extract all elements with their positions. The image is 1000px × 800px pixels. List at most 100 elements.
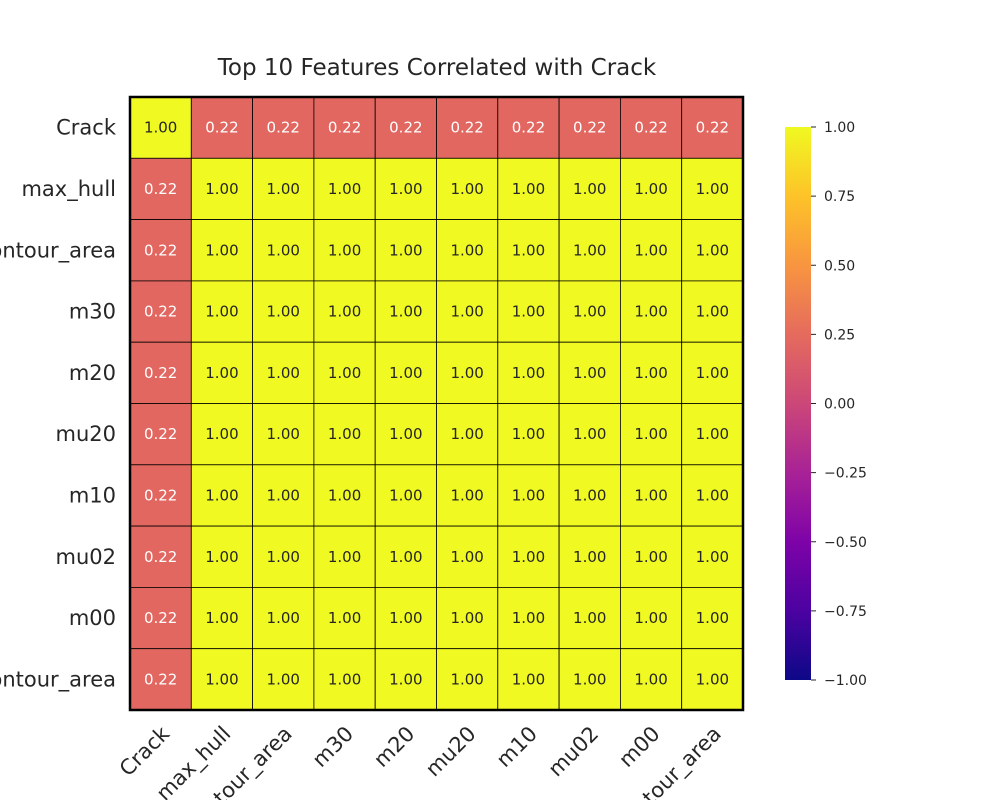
column-label: Crack [115, 721, 175, 781]
heatmap-cell-3-0 [129, 280, 192, 343]
cell-value-label: 1.00 [573, 548, 606, 566]
cell-value-label: 0.22 [144, 364, 177, 382]
heatmap-cell-7-4 [374, 525, 437, 588]
heatmap-cell-0-4 [374, 96, 437, 159]
colorbar-tick-label: 0.75 [824, 189, 855, 205]
cell-value-label: 1.00 [267, 303, 300, 321]
cell-value-label: 1.00 [634, 670, 667, 688]
cell-value-label: 1.00 [573, 303, 606, 321]
heatmap-cell-6-8 [620, 464, 683, 527]
cell-value-label: 0.22 [389, 119, 422, 137]
cell-value-label: 0.22 [573, 119, 606, 137]
column-label: mu02 [544, 722, 604, 782]
heatmap-border [128, 95, 745, 712]
row-label: m10 [69, 483, 116, 507]
cell-value-label: 1.00 [450, 180, 483, 198]
row-label: max_hull [21, 177, 116, 202]
cell-value-label: 1.00 [512, 486, 545, 504]
cell-value-label: 1.00 [512, 670, 545, 688]
cell-value-label: 1.00 [328, 486, 361, 504]
cell-value-label: 1.00 [696, 548, 729, 566]
row-label: mu20 [56, 422, 117, 446]
heatmap-cell-5-2 [252, 403, 315, 466]
row-labels: Crack max_hull contour_area m30 m20 mu20 m10 mu… [0, 116, 117, 693]
cell-value-label: 1.00 [696, 364, 729, 382]
heatmap-cell-4-6 [497, 341, 560, 404]
heatmap-cell-1-7 [558, 157, 621, 221]
cell-value-label: 1.00 [634, 548, 667, 566]
cell-value-label: 1.00 [328, 303, 361, 321]
cell-value-label: 1.00 [267, 180, 300, 198]
heatmap-cell-3-7 [558, 280, 621, 343]
cell-value-label: 1.00 [696, 180, 729, 198]
cell-value-label: 0.22 [144, 486, 177, 504]
cell-value-label: 1.00 [205, 303, 238, 321]
heatmap-cell-0-9 [681, 96, 744, 159]
heatmap-cell-1-1 [190, 157, 254, 221]
cell-value-label: 1.00 [573, 609, 606, 627]
heatmap-cell-8-6 [497, 587, 560, 650]
heatmap-cell-3-4 [374, 280, 437, 343]
column-label: m30 [308, 722, 358, 772]
cell-value-label: 1.00 [267, 609, 300, 627]
heatmap-cell-6-7 [558, 464, 621, 527]
cell-value-label: 1.00 [328, 425, 361, 443]
cell-value-label: 1.00 [512, 609, 545, 627]
cell-value-label: 1.00 [389, 303, 422, 321]
cell-value-label: 0.22 [512, 119, 545, 137]
colorbar: 1.00 0.75 0.50 0.25 0.00 −0.25 −0.50 −0.75 −1.00 [785, 120, 867, 689]
row-label: m00 [69, 606, 116, 630]
heatmap-cell-7-6 [497, 525, 560, 588]
heatmap-cell-2-1 [190, 219, 254, 282]
cell-value-label: 1.00 [144, 119, 177, 137]
cell-value-label: 1.00 [573, 425, 606, 443]
cell-value-label: 1.00 [205, 425, 238, 443]
heatmap-cell-1-8 [620, 157, 683, 221]
cell-value-label: 1.00 [512, 425, 545, 443]
heatmap-cell-8-2 [252, 587, 315, 650]
row-label: mu02 [56, 545, 117, 569]
heatmap-cell-8-1 [190, 587, 254, 650]
cell-value-label: 1.00 [389, 609, 422, 627]
row-label: m30 [69, 300, 116, 324]
heatmap-cell-8-4 [374, 587, 437, 650]
cell-value-label: 1.00 [696, 670, 729, 688]
heatmap-cell-6-5 [436, 464, 499, 527]
cell-value-label: 1.00 [267, 364, 300, 382]
column-label: m20 [369, 722, 419, 772]
row-label: Crack [56, 116, 117, 140]
cell-value-label: 1.00 [634, 180, 667, 198]
chart-title: Top 10 Features Correlated with Crack [217, 55, 657, 81]
heatmap-cell-9-9 [681, 648, 744, 711]
cell-value-label: 1.00 [328, 364, 361, 382]
column-label: mu20 [421, 722, 481, 782]
heatmap-cell-2-0 [129, 219, 192, 282]
heatmap-cell-9-6 [497, 648, 560, 711]
cell-value-label: 1.00 [450, 241, 483, 259]
cell-value-label: 1.00 [205, 548, 238, 566]
heatmap-cell-9-5 [436, 648, 499, 711]
cell-value-label: 1.00 [205, 241, 238, 259]
heatmap-cell-2-2 [252, 219, 315, 282]
cell-value-label: 1.00 [205, 609, 238, 627]
heatmap-cell-0-7 [558, 96, 621, 159]
heatmap-cell-2-7 [558, 219, 621, 282]
colorbar-tick-label: −0.25 [824, 466, 867, 482]
heatmap-cell-5-5 [436, 403, 499, 466]
heatmap-cell-9-8 [620, 648, 683, 711]
heatmap-cell-2-6 [497, 219, 560, 282]
cell-value-label: 1.00 [573, 670, 606, 688]
cell-value-label: 1.00 [389, 670, 422, 688]
cell-value-label: 0.22 [144, 670, 177, 688]
cell-value-label: 0.22 [144, 241, 177, 259]
cell-value-label: 0.22 [144, 425, 177, 443]
heatmap-cell-6-9 [681, 464, 744, 527]
cell-value-label: 1.00 [634, 609, 667, 627]
heatmap-cell-8-8 [620, 587, 683, 650]
heatmap-cell-0-5 [436, 96, 499, 159]
heatmap-cell-2-4 [374, 219, 437, 282]
cell-value-label: 0.22 [634, 119, 667, 137]
colorbar-tick-label: 1.00 [824, 120, 855, 136]
